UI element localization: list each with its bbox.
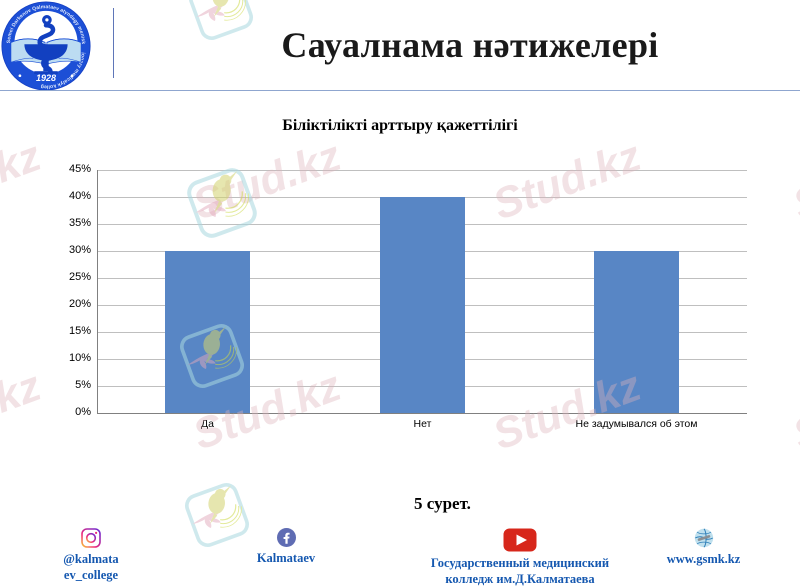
svg-text:1928: 1928 xyxy=(36,73,56,83)
